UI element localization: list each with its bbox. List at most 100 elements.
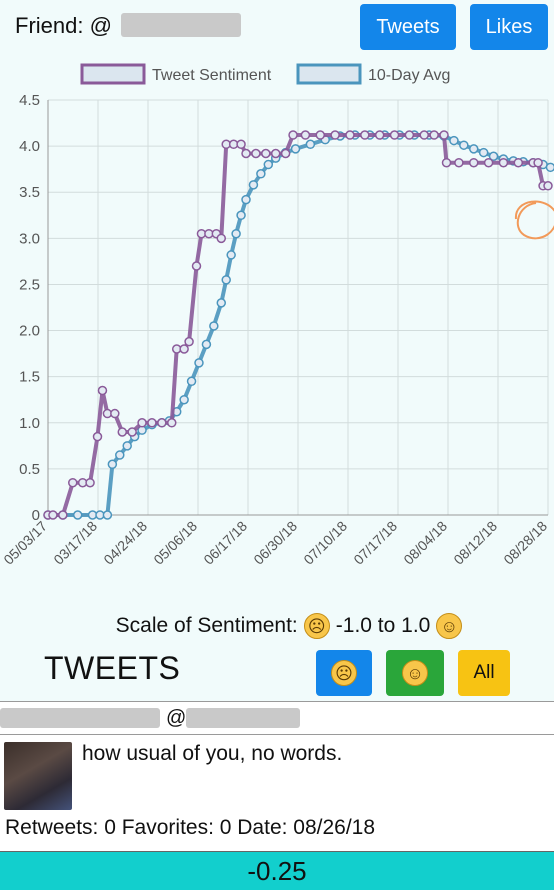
sad-face-icon: ☹	[331, 660, 357, 686]
data-point	[248, 180, 259, 190]
scale-range: -1.0 to 1.0	[335, 614, 431, 637]
redacted-display-name	[0, 708, 160, 728]
data-point	[236, 210, 246, 221]
data-point	[513, 157, 524, 168]
sentiment-scale: Scale of Sentiment: ☹ -1.0 to 1.0 ☺	[0, 608, 554, 644]
data-point	[374, 130, 385, 140]
sentiment-chart: 0 0.5 1.0 1.5 2.0 2.5 3.0 3.5 4.0 4.5 05/03/17 03/1…	[0, 56, 554, 606]
data-point	[186, 376, 197, 387]
tweets-button[interactable]: Tweets	[360, 4, 456, 50]
sad-face-icon: ☹	[303, 613, 330, 639]
tweet-text: how usual of you, no words.	[82, 742, 343, 765]
data-point	[241, 194, 251, 205]
y-tick-label: 2.5	[19, 276, 40, 293]
x-tick-label: 05/06/18	[150, 518, 200, 568]
data-point	[85, 477, 95, 488]
x-tick-label: 04/24/18	[100, 518, 150, 568]
data-point	[454, 157, 464, 168]
avatar	[4, 742, 72, 810]
x-tick-label: 08/12/18	[450, 518, 500, 568]
data-point	[110, 408, 120, 419]
data-point	[468, 144, 479, 154]
legend-swatch	[80, 63, 146, 85]
data-point	[48, 510, 58, 520]
data-point	[419, 130, 429, 140]
data-point	[533, 157, 543, 168]
x-tick-label: 08/04/18	[400, 518, 450, 568]
x-tick-label: 07/10/18	[300, 518, 350, 568]
data-point	[117, 427, 128, 437]
happy-face-icon: ☺	[436, 613, 463, 639]
data-point	[270, 148, 281, 159]
x-tick-label: 05/03/17	[0, 518, 50, 568]
data-point	[137, 418, 147, 428]
data-point	[449, 135, 459, 146]
data-point	[184, 336, 194, 347]
data-point	[263, 159, 274, 170]
data-point	[429, 130, 439, 140]
data-point	[97, 385, 108, 396]
sentiment-score: -0.25	[247, 855, 307, 886]
data-point	[330, 130, 340, 140]
tweet-meta: Retweets: 0 Favorites: 0 Date: 08/26/18	[5, 816, 376, 839]
y-tick-label: 0.5	[19, 461, 40, 478]
data-point	[115, 450, 125, 460]
y-tick-label: 3.5	[19, 184, 40, 201]
x-tick-label: 07/17/18	[350, 518, 400, 568]
data-point	[127, 427, 137, 437]
at-sign: @	[166, 707, 187, 729]
data-point	[441, 157, 452, 168]
data-point	[256, 169, 266, 179]
data-point	[107, 459, 118, 470]
data-point	[68, 477, 78, 488]
header-bar: Friend: @ Tweets Likes	[0, 0, 554, 56]
data-point	[459, 140, 469, 150]
data-point	[543, 181, 553, 191]
x-tick-label: 06/17/18	[200, 518, 250, 568]
likes-button[interactable]: Likes	[470, 4, 548, 50]
y-tick-label: 1.5	[19, 369, 40, 386]
data-point	[468, 157, 479, 168]
filter-happy-button[interactable]: ☺	[386, 650, 444, 696]
divider	[0, 734, 554, 735]
data-point	[261, 148, 271, 159]
data-point	[478, 147, 489, 158]
data-point	[404, 130, 415, 140]
data-point	[102, 510, 113, 520]
redacted-handle	[186, 708, 300, 728]
data-point	[201, 339, 212, 350]
data-point	[545, 162, 554, 173]
data-point	[241, 148, 251, 159]
tweets-heading: TWEETS	[44, 650, 181, 686]
x-tick-label: 03/17/18	[50, 518, 100, 568]
data-point	[280, 148, 291, 159]
data-point	[251, 148, 261, 159]
data-point	[236, 139, 246, 150]
data-point	[179, 394, 189, 405]
data-point	[147, 418, 157, 428]
tweet-card: @ how usual of you, no words. Retweets: …	[0, 701, 554, 851]
data-point	[157, 418, 167, 428]
happy-face-icon: ☺	[402, 660, 428, 686]
data-point	[216, 298, 227, 308]
data-point	[58, 510, 68, 520]
data-point	[231, 228, 241, 239]
data-point	[439, 130, 449, 140]
data-point	[216, 233, 227, 244]
data-point	[167, 418, 177, 428]
scribble-annotation	[514, 200, 554, 240]
filter-all-button[interactable]: All	[458, 650, 510, 696]
scale-label: Scale of Sentiment:	[115, 614, 298, 637]
x-tick-label: 06/30/18	[250, 518, 300, 568]
sentiment-score-bar: -0.25	[0, 851, 554, 890]
y-tick-label: 2.0	[19, 323, 40, 340]
y-tick-label: 4.0	[19, 138, 40, 155]
data-point	[360, 130, 370, 140]
data-point	[122, 441, 132, 451]
redacted-username	[121, 13, 241, 37]
data-point	[315, 130, 326, 140]
data-point	[305, 139, 316, 150]
filter-sad-button[interactable]: ☹	[316, 650, 372, 696]
legend-label: 10-Day Avg	[368, 67, 450, 84]
data-point	[92, 431, 103, 442]
